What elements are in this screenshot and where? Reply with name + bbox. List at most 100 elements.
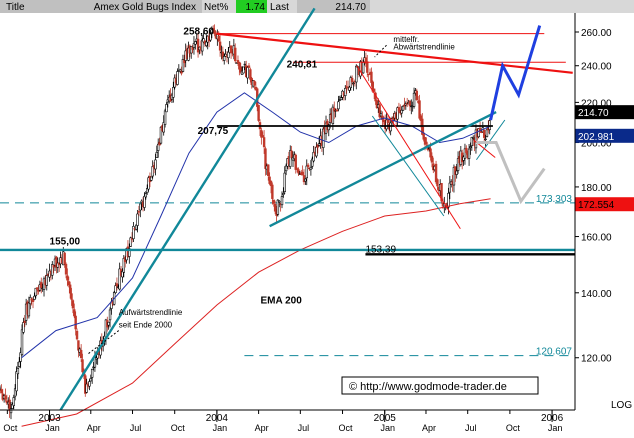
year-label: 2005 (374, 413, 397, 424)
candle-body (372, 88, 376, 92)
candle-body (172, 87, 175, 98)
candle-body (75, 330, 79, 340)
candle-body (129, 237, 132, 247)
chart-annotation: EMA 200 (260, 295, 302, 306)
candle-body (196, 38, 200, 53)
downtrend-note-pointer (374, 44, 387, 58)
candle-body (271, 184, 274, 199)
candle-body (29, 297, 32, 305)
net-cell (202, 0, 236, 13)
title-cell (0, 0, 60, 13)
y-tick-label: 200.00 (581, 139, 612, 150)
candle-body (381, 115, 384, 121)
candle-body (364, 57, 368, 64)
candle-body (202, 38, 205, 43)
candle-body (335, 109, 339, 112)
candle-body (350, 77, 354, 83)
candle-body (454, 166, 457, 175)
candle-body (301, 171, 304, 176)
price-tag-label: 202.981 (578, 132, 615, 143)
x-tick-label: Jan (213, 423, 228, 433)
candle-body (205, 41, 208, 46)
candle-body (349, 77, 352, 88)
candle-body (448, 182, 452, 193)
candle-body (181, 59, 185, 72)
chart-annotation: Abwärtstrendlinie (393, 42, 455, 51)
candle-body (297, 169, 300, 174)
title-label: Title (6, 2, 25, 13)
candle-body (396, 107, 399, 120)
candle-body (155, 151, 159, 158)
candle-body (284, 165, 288, 172)
candle-body (217, 35, 220, 42)
candle-body (121, 271, 124, 278)
candle-body (447, 192, 450, 208)
candle-body (191, 46, 194, 50)
candle-body (236, 60, 240, 64)
candle-body (74, 315, 77, 330)
net-label: Net% (204, 2, 229, 13)
x-axis: Oct Jan Apr Jul Oct Jan Apr Jul Oct Jan Apr Jul Oct J… (3, 410, 564, 433)
candle-body (19, 352, 22, 362)
candle-body (322, 128, 325, 148)
candle-body (311, 158, 314, 167)
price-tag-label: 172.554 (578, 200, 615, 211)
candle-body (467, 148, 471, 159)
candle-body (272, 199, 275, 204)
candle-body (16, 368, 20, 375)
copyright-box (341, 376, 539, 395)
candle-body (425, 141, 428, 144)
resistance-downtrend-line (216, 32, 573, 74)
candle-body (280, 196, 284, 206)
candle-body (317, 143, 321, 146)
candle-body (63, 252, 66, 265)
candle-body (355, 65, 358, 83)
candle-body (344, 87, 347, 96)
instrument-name: Amex Gold Bugs Index (94, 2, 196, 13)
candle-body (227, 51, 230, 59)
x-tick-label: Jul (298, 423, 310, 433)
candle-body (35, 287, 39, 290)
candle-body (262, 137, 266, 148)
candle-body (13, 388, 17, 397)
candle-body (276, 199, 280, 215)
candle-body (333, 107, 336, 112)
chart-annotation: seit Ende 2000 (119, 320, 173, 329)
candle-body (312, 152, 315, 162)
candle-body (22, 322, 25, 333)
x-tick-label: Oct (506, 423, 521, 433)
candle-body (239, 66, 242, 73)
candle-body (408, 100, 412, 107)
x-tick-label: Apr (422, 423, 436, 433)
candle-body (209, 33, 212, 41)
candle-body (118, 268, 121, 290)
candle-body (224, 53, 227, 57)
candle-body (429, 148, 432, 158)
last-value-cell (297, 0, 370, 13)
candle-body (212, 28, 215, 31)
teal-fan-line (371, 115, 445, 217)
candle-body (267, 164, 270, 177)
net-value: 1.74 (246, 2, 266, 13)
candle-body (64, 263, 68, 275)
candle-body (12, 397, 15, 406)
chart-annotation: 240,81 (287, 59, 318, 70)
x-tick-label: Oct (3, 423, 18, 433)
candle-body (221, 51, 225, 59)
candle-body (18, 361, 21, 367)
candle-body (282, 193, 285, 195)
y-tick-label: 260.00 (581, 28, 612, 39)
candle-body (316, 144, 319, 148)
candle-body (234, 47, 237, 62)
candle-body (268, 176, 271, 184)
candle-body (136, 213, 139, 226)
candle-body (156, 143, 160, 151)
candle-body (192, 43, 196, 48)
bullish-path-projection (489, 25, 542, 121)
candle-body (33, 295, 36, 300)
price-tag-box (575, 105, 634, 120)
candle-body (302, 175, 306, 183)
candle-body (434, 163, 438, 183)
candle-body (137, 211, 141, 213)
